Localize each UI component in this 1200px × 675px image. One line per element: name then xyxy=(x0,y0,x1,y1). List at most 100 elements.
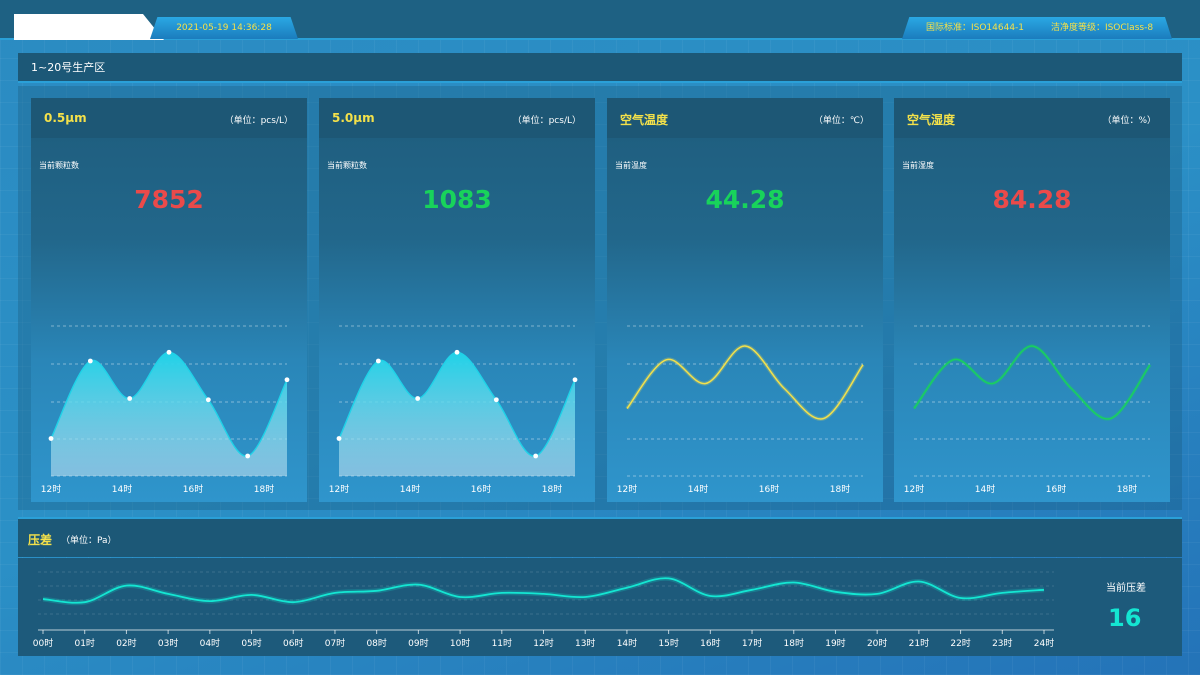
x-tick-label: 15时 xyxy=(658,637,678,649)
top-bar: 2021-05-19 14:36:28 国际标准：ISO14644-1 洁净度等… xyxy=(0,0,1200,40)
data-point xyxy=(166,349,172,355)
card-air-temperature: 空气温度 （单位：℃） 当前温度 44.28 12时 14时 16时 18时 xyxy=(607,98,883,502)
card-particles-05: 0.5μm （单位：pcs/L） 当前颗粒数 7852 12时 14时 16时 18时 xyxy=(31,98,307,502)
series-area xyxy=(51,352,287,476)
x-tick-label: 08时 xyxy=(366,637,386,649)
x-tick-label: 18时 xyxy=(542,483,562,495)
data-point xyxy=(48,436,54,441)
current-pressure-value: 16 xyxy=(1108,604,1142,632)
card-value: 44.28 xyxy=(705,185,785,214)
card-header: 空气湿度 （单位：%） xyxy=(894,98,1170,138)
data-point xyxy=(493,397,499,403)
data-point xyxy=(284,377,290,383)
x-tick-label: 21时 xyxy=(909,637,929,649)
x-tick-label: 14时 xyxy=(688,483,708,495)
x-tick-label: 10时 xyxy=(450,637,470,649)
card-unit: （单位：%） xyxy=(1102,116,1156,126)
x-tick-label: 06时 xyxy=(283,637,303,649)
card-particles-50: 5.0μm （单位：pcs/L） 当前颗粒数 1083 12时 14时 16时 18时 xyxy=(319,98,595,502)
datetime-badge: 2021-05-19 14:36:28 xyxy=(150,17,298,39)
series-line-glow xyxy=(912,344,1152,421)
x-tick-label: 04时 xyxy=(200,637,220,649)
card-label: 当前颗粒数 xyxy=(327,161,367,170)
x-tick-label: 12时 xyxy=(617,483,637,495)
x-tick-label: 16时 xyxy=(1046,483,1066,495)
data-point xyxy=(87,358,93,364)
series-area xyxy=(339,352,575,476)
x-tick-label: 14时 xyxy=(112,483,132,495)
logo-placeholder xyxy=(14,14,164,40)
card-unit: （单位：pcs/L） xyxy=(224,116,293,126)
data-point xyxy=(336,436,342,441)
x-tick-label: 16时 xyxy=(471,483,491,495)
data-point xyxy=(415,396,421,401)
x-tick-label: 12时 xyxy=(41,483,61,495)
data-point xyxy=(572,377,578,383)
x-tick-label: 20时 xyxy=(867,637,887,649)
x-tick-label: 09时 xyxy=(408,637,428,649)
card-header: 空气温度 （单位：℃） xyxy=(607,98,883,138)
card-title: 0.5μm xyxy=(44,111,87,125)
data-point xyxy=(375,358,381,364)
data-point xyxy=(454,349,460,355)
series-line xyxy=(913,345,1151,420)
card-label: 当前颗粒数 xyxy=(39,161,79,170)
card-air-humidity: 空气湿度 （单位：%） 当前湿度 84.28 12时 14时 16时 18时 xyxy=(894,98,1170,502)
x-tick-label: 18时 xyxy=(784,637,804,649)
series-line xyxy=(626,345,864,420)
card-header: 5.0μm （单位：pcs/L） xyxy=(319,98,595,138)
card-label: 当前湿度 xyxy=(902,161,934,170)
card-title: 空气湿度 xyxy=(907,113,956,127)
card-value: 7852 xyxy=(134,185,204,214)
card-value: 1083 xyxy=(422,185,492,214)
card-title: 5.0μm xyxy=(332,111,375,125)
current-pressure-label: 当前压差 xyxy=(1106,583,1146,594)
pressure-title: 压差 xyxy=(28,533,53,547)
particles-05-chart: 12时 14时 16时 18时 xyxy=(41,325,290,495)
pressure-chart: 00时 01时 02时 03时 04时 05时 06时 07时 08时 09时 10时 11时 12时 1… xyxy=(33,571,1054,649)
pressure-header: 压差 （单位：Pa） xyxy=(18,517,1182,557)
card-title: 空气温度 xyxy=(620,113,669,127)
x-tick-label: 13时 xyxy=(575,637,595,649)
series-line-glow xyxy=(625,344,865,421)
card-value: 84.28 xyxy=(992,185,1072,214)
temperature-chart: 12时 14时 16时 18时 xyxy=(617,325,865,495)
humidity-chart: 12时 14时 16时 18时 xyxy=(904,325,1152,495)
card-unit: （单位：℃） xyxy=(813,116,869,126)
pressure-unit: （单位：Pa） xyxy=(61,536,117,546)
standard-badge: 国际标准：ISO14644-1 xyxy=(902,17,1048,39)
clean-class-badge: 洁净度等级：ISOClass-8 xyxy=(1032,17,1172,39)
x-tick-label: 05时 xyxy=(241,637,261,649)
particles-50-chart: 12时 14时 16时 18时 xyxy=(329,325,578,495)
x-tick-label: 12时 xyxy=(533,637,553,649)
pressure-panel: 00时 01时 02时 03时 04时 05时 06时 07时 08时 09时 10时 11时 12时 1… xyxy=(18,558,1182,656)
x-tick-label: 12时 xyxy=(329,483,349,495)
x-tick-label: 23时 xyxy=(992,637,1012,649)
x-tick-label: 16时 xyxy=(700,637,720,649)
x-tick-label: 07时 xyxy=(325,637,345,649)
x-tick-label: 24时 xyxy=(1034,637,1054,649)
x-tick-label: 16时 xyxy=(759,483,779,495)
data-point xyxy=(205,397,211,403)
card-label: 当前温度 xyxy=(615,161,647,170)
x-tick-label: 14时 xyxy=(400,483,420,495)
x-tick-label: 22时 xyxy=(950,637,970,649)
zone-title: 1~20号生产区 xyxy=(18,53,1182,83)
x-tick-label: 18时 xyxy=(254,483,274,495)
x-tick-label: 14时 xyxy=(975,483,995,495)
x-tick-label: 11时 xyxy=(492,637,512,649)
x-tick-label: 02时 xyxy=(116,637,136,649)
x-tick-label: 01时 xyxy=(74,637,94,649)
x-tick-label: 14时 xyxy=(617,637,637,649)
data-point xyxy=(127,396,133,401)
data-point xyxy=(245,453,251,459)
x-tick-label: 17时 xyxy=(742,637,762,649)
x-tick-label: 18时 xyxy=(1117,483,1137,495)
x-tick-label: 00时 xyxy=(33,637,53,649)
x-tick-label: 19时 xyxy=(825,637,845,649)
x-tick-label: 18时 xyxy=(830,483,850,495)
x-tick-label: 16时 xyxy=(183,483,203,495)
series-line xyxy=(42,577,1045,604)
x-tick-label: 03时 xyxy=(158,637,178,649)
data-point xyxy=(533,453,539,459)
